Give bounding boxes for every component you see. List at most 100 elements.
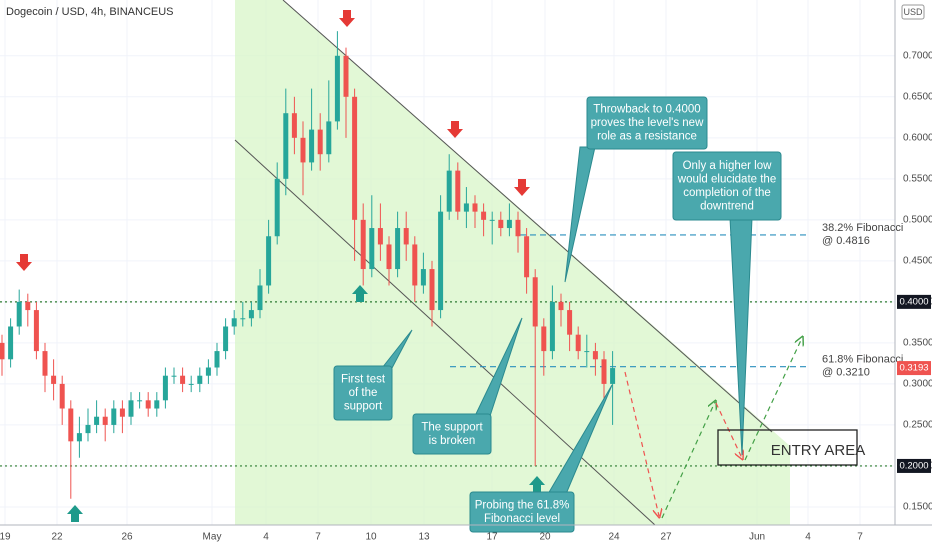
candle-body xyxy=(214,351,220,368)
candle-body xyxy=(377,228,383,245)
candle-body xyxy=(386,244,392,270)
currency-badge xyxy=(901,4,925,20)
fib-label: 61.8% Fibonacci xyxy=(822,354,903,366)
x-tick-label: 19 xyxy=(0,532,11,543)
callout-text: Fibonacci level xyxy=(484,513,560,525)
callout-text: proves the level's new xyxy=(591,117,704,129)
y-tick-label: 0.5500 xyxy=(903,173,932,184)
candle-body xyxy=(446,170,452,212)
up-arrow xyxy=(352,285,368,302)
candle-body xyxy=(463,203,469,212)
candle-body xyxy=(472,203,478,212)
down-arrow xyxy=(447,121,463,138)
x-tick-label: 10 xyxy=(365,532,377,543)
candle-body xyxy=(412,244,418,286)
price-badge-label: 0.2000 xyxy=(899,460,928,471)
candle-body xyxy=(231,318,237,327)
candle-body xyxy=(369,228,375,270)
candle-body xyxy=(506,219,512,229)
candle-body xyxy=(309,129,315,163)
candle-body xyxy=(85,424,91,434)
candle-body xyxy=(291,113,297,138)
price-badge xyxy=(897,458,931,473)
y-tick-label: 0.3000 xyxy=(903,379,932,390)
projection-down xyxy=(624,371,659,516)
x-tick-label: 4 xyxy=(805,532,811,543)
candle-body xyxy=(68,408,74,442)
y-tick-label: 0.1500 xyxy=(903,502,932,513)
x-tick-label: 24 xyxy=(608,532,620,543)
entry-label: ENTRY AREA xyxy=(771,442,865,459)
candle-body xyxy=(102,416,108,425)
candle-body xyxy=(16,301,22,327)
candle-body xyxy=(128,400,134,417)
candle-body xyxy=(317,129,323,155)
x-tick-label: 13 xyxy=(418,532,430,543)
candle-body xyxy=(94,416,100,425)
candle-body xyxy=(592,351,598,360)
up-arrow xyxy=(529,476,545,493)
candle-body xyxy=(283,113,289,179)
candle-body xyxy=(395,228,401,270)
callout-text: role as a resistance xyxy=(597,131,697,143)
candle-body xyxy=(171,375,177,377)
candle-body xyxy=(274,178,280,237)
candle-body xyxy=(352,96,358,220)
candle-body xyxy=(334,55,340,122)
candle-body xyxy=(584,351,590,353)
candle-body xyxy=(360,219,366,270)
y-tick-label: 0.7000 xyxy=(903,50,932,61)
x-tick-label: 26 xyxy=(121,532,133,543)
candle-body xyxy=(240,318,246,320)
candle-body xyxy=(162,375,168,401)
y-tick-label: 0.4500 xyxy=(903,256,932,267)
y-tick-label: 0.2500 xyxy=(903,420,932,431)
callout-text: completion of the xyxy=(683,187,771,199)
callout-text: First test xyxy=(341,374,386,386)
y-tick-label: 0.3500 xyxy=(903,338,932,349)
down-arrow xyxy=(514,179,530,196)
callout-text: Throwback to 0.4000 xyxy=(593,104,700,116)
candle-body xyxy=(498,219,504,229)
candle-body xyxy=(119,408,125,417)
up-arrow xyxy=(67,505,83,522)
candle-body xyxy=(326,121,332,155)
candle-body xyxy=(0,342,5,360)
channel-upper xyxy=(282,0,773,433)
callout-text: would elucidate the xyxy=(677,173,776,185)
price-badge-label: 0.3193 xyxy=(899,363,928,374)
price-badge xyxy=(897,361,931,376)
projection-up xyxy=(744,338,802,461)
candle-body xyxy=(610,368,616,384)
candle-body xyxy=(455,170,461,212)
candle-body xyxy=(111,408,117,425)
candle-body xyxy=(42,351,48,376)
candle-body xyxy=(51,375,57,384)
candle-body xyxy=(25,301,31,311)
candle-body xyxy=(205,367,211,376)
candle-body xyxy=(33,310,39,352)
callout-box xyxy=(586,96,708,150)
y-tick-label: 0.5000 xyxy=(903,214,932,225)
candle-body xyxy=(266,236,272,286)
candle-body xyxy=(8,326,14,360)
chart-title: Dogecoin / USD, 4h, BINANCEUS xyxy=(6,6,174,18)
callout-text: of the xyxy=(349,387,378,399)
y-tick-label: 0.6000 xyxy=(903,132,932,143)
callout-box xyxy=(333,365,393,421)
candles xyxy=(0,31,616,499)
entry-box xyxy=(717,429,858,466)
candle-body xyxy=(145,400,151,409)
signal-arrows xyxy=(16,10,545,522)
candle-body xyxy=(403,228,409,245)
candle-body xyxy=(197,375,203,384)
candle-body xyxy=(300,137,306,163)
candle-body xyxy=(188,383,194,385)
candle-body xyxy=(549,301,555,352)
x-tick-label: Jun xyxy=(749,532,765,543)
candle-body xyxy=(515,219,521,237)
callout-text: Probing the 61.8% xyxy=(475,499,570,511)
price-badge-label: 0.4000 xyxy=(899,296,928,307)
